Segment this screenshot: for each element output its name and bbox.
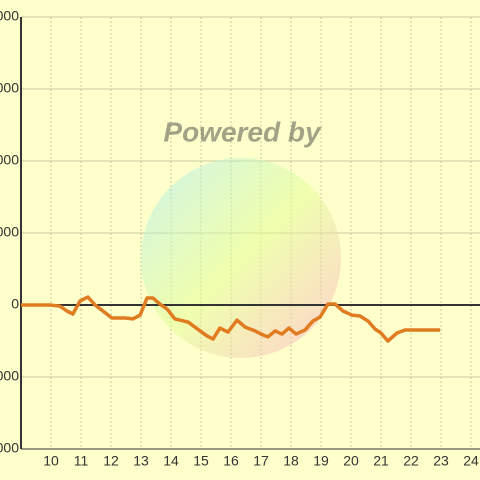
y-tick-label: 0 <box>11 296 19 312</box>
x-tick-label: 10 <box>43 453 59 469</box>
marks: -6,000 -3,000 0 3,000 6,000 9,000 12,000 10 11 12… <box>0 8 480 469</box>
x-tick-label: 15 <box>193 453 209 469</box>
x-tick-label: 14 <box>163 453 179 469</box>
watermark-logo <box>141 158 341 358</box>
line <box>21 295 441 343</box>
x-tick-label: 20 <box>343 453 359 469</box>
x-tick-label: 16 <box>223 453 239 469</box>
y-tick-label: 9,000 <box>0 80 19 96</box>
x-tick-label: 17 <box>253 453 269 469</box>
x-tick-label: 22 <box>403 453 419 469</box>
x-tick-label: 12 <box>103 453 119 469</box>
x-tick-label: 23 <box>433 453 449 469</box>
y-tick-label: 6,000 <box>0 152 19 168</box>
x-tick-label: 19 <box>313 453 329 469</box>
x-tick-label: 21 <box>373 453 389 469</box>
y-tick-label: 12,000 <box>0 8 19 24</box>
y-tick-label: 3,000 <box>0 224 19 240</box>
watermark: Powered by <box>163 116 322 147</box>
x-tick-label: 13 <box>133 453 149 469</box>
x-tick-label: 11 <box>74 453 89 469</box>
y-tick-label: -6,000 <box>0 440 19 456</box>
y-tick-label: -3,000 <box>0 368 19 384</box>
x-tick-label: 24 <box>463 453 479 469</box>
x-tick-label: 18 <box>283 453 299 469</box>
